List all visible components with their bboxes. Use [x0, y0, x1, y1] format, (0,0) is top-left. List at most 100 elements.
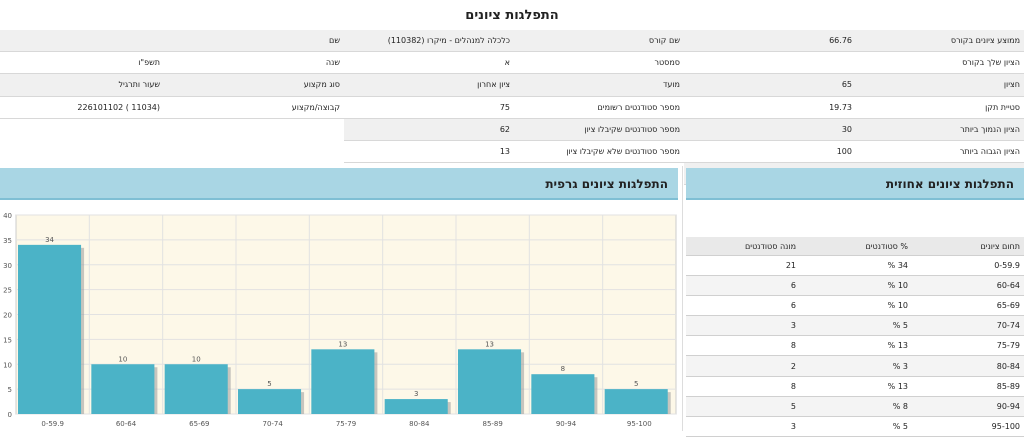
- bar: [311, 349, 375, 414]
- info-label: הציון הנמוך ביותר: [856, 118, 1024, 141]
- info-value: א: [344, 51, 514, 75]
- count-cell: 3: [686, 416, 800, 437]
- x-tick-label: 65-69: [189, 420, 209, 428]
- x-tick-label: 60-64: [116, 420, 137, 428]
- percent-cell: 13 %: [800, 376, 912, 397]
- range-cell: 95-100: [912, 416, 1024, 437]
- info-label: מספר סטודנטים רשומים: [514, 96, 684, 119]
- empty-cell: [164, 140, 344, 163]
- y-tick-label: 15: [3, 336, 12, 344]
- info-label: שם קורס: [514, 30, 684, 53]
- bar: [18, 244, 82, 414]
- x-tick-label: 90-94: [556, 420, 577, 428]
- count-cell: 6: [686, 295, 800, 317]
- count-cell: 3: [686, 315, 800, 337]
- column-header: מונה סטודנטים: [686, 237, 800, 256]
- info-label: מועד: [514, 73, 684, 97]
- data-label: 13: [485, 340, 494, 348]
- info-row: ממוצע ציונים בקורס 66.76 שם קורס כלכלה למנה…: [0, 30, 1024, 53]
- count-cell: 6: [686, 275, 800, 297]
- empty-cell: [0, 118, 164, 141]
- info-label: ממוצע ציונים בקורס: [856, 30, 1024, 53]
- percent-cell: 34 %: [800, 255, 912, 277]
- y-tick-label: 40: [3, 212, 12, 220]
- info-value: 13: [344, 140, 514, 164]
- info-value: תשפ"ו: [0, 51, 164, 75]
- info-label: הציון שלך בקורס: [856, 51, 1024, 75]
- data-label: 8: [561, 365, 565, 373]
- percent-cell: 5 %: [800, 416, 912, 437]
- info-value: 19.73: [684, 96, 856, 119]
- info-row: הציון הגבוה ביותר 100 מספר סטודנטים שלא שק…: [0, 140, 1024, 164]
- range-cell: 70-74: [912, 315, 1024, 337]
- column-header: % סטודנטים: [800, 237, 912, 256]
- info-value: [684, 51, 856, 75]
- y-tick-label: 25: [3, 287, 12, 295]
- info-value: (11034 ) 226101102: [0, 96, 164, 119]
- percent-distribution-header: התפלגות ציונים אחוזית: [686, 168, 1024, 200]
- table-row: 85-89 13 % 8: [686, 376, 1024, 397]
- bar: [458, 349, 522, 414]
- percent-cell: 5 %: [800, 315, 912, 337]
- x-tick-label: 80-84: [409, 420, 430, 428]
- info-value: 100: [684, 140, 856, 164]
- data-label: 10: [192, 355, 201, 363]
- info-value: 66.76: [684, 30, 856, 53]
- info-value: 30: [684, 118, 856, 141]
- x-tick-label: 70-74: [262, 420, 283, 428]
- table-row: 80-84 3 % 2: [686, 355, 1024, 377]
- x-tick-label: 85-89: [482, 420, 502, 428]
- table-row: 65-69 10 % 6: [686, 295, 1024, 317]
- info-label: מספר סטודנטים שלא שקיבלו ציון: [514, 140, 684, 164]
- table-row: 75-79 13 % 8: [686, 335, 1024, 357]
- info-value: כלכלה למנהלים - מיקרו (110382): [344, 30, 514, 53]
- y-tick-label: 10: [3, 361, 12, 369]
- info-label: קבוצה/מקצוע: [164, 96, 344, 119]
- data-label: 5: [267, 380, 271, 388]
- empty-cell: [164, 118, 344, 141]
- info-row: הציון הנמוך ביותר 30 מספר סטודנטים שקיבלו …: [0, 118, 1024, 141]
- bar: [164, 364, 228, 414]
- x-tick-label: 95-100: [627, 420, 652, 428]
- y-tick-label: 30: [3, 262, 12, 270]
- table-row: 90-94 8 % 5: [686, 396, 1024, 417]
- info-label: חציון: [856, 73, 1024, 97]
- info-value: 62: [344, 118, 514, 141]
- info-value: [0, 30, 164, 53]
- data-label: 13: [338, 340, 347, 348]
- percent-cell: 10 %: [800, 295, 912, 317]
- panel-separator: [682, 166, 683, 431]
- info-label: שם: [164, 30, 344, 53]
- info-value: שעור ותרגיל: [0, 73, 164, 97]
- count-cell: 8: [686, 376, 800, 397]
- info-label: סמסטר: [514, 51, 684, 75]
- bar: [384, 399, 448, 414]
- bar: [531, 374, 595, 414]
- info-row: סטיית תקן 19.73 מספר סטודנטים רשומים 75 קבוצ…: [0, 96, 1024, 119]
- data-label: 3: [414, 390, 418, 398]
- empty-cell: [0, 140, 164, 163]
- info-row: הציון שלך בקורס סמסטר א שנה תשפ"ו: [0, 51, 1024, 75]
- x-tick-label: 75-79: [336, 420, 356, 428]
- range-cell: 90-94: [912, 396, 1024, 417]
- data-label: 10: [118, 355, 127, 363]
- bar: [238, 389, 302, 414]
- range-cell: 85-89: [912, 376, 1024, 397]
- count-cell: 8: [686, 335, 800, 357]
- count-cell: 21: [686, 255, 800, 277]
- percent-distribution-table: תחום ציונים% סטודנטים מונה סטודנטים 0-59.9…: [686, 237, 1024, 437]
- info-label: סוג מקצוע: [164, 73, 344, 97]
- table-row: 60-64 10 % 6: [686, 275, 1024, 297]
- table-row: 0-59.9 34 % 21: [686, 255, 1024, 277]
- count-cell: 2: [686, 355, 800, 377]
- range-cell: 80-84: [912, 355, 1024, 377]
- info-value: ציון אחרון: [344, 73, 514, 97]
- info-value: 75: [344, 96, 514, 119]
- column-header: תחום ציונים: [912, 237, 1024, 256]
- range-cell: 0-59.9: [912, 255, 1024, 277]
- grade-distribution-chart: 0510152025303540340-59.91060-641065-6957…: [3, 212, 677, 428]
- percent-cell: 10 %: [800, 275, 912, 297]
- y-tick-label: 35: [3, 237, 12, 245]
- range-cell: 75-79: [912, 335, 1024, 357]
- info-value: 65: [684, 73, 856, 97]
